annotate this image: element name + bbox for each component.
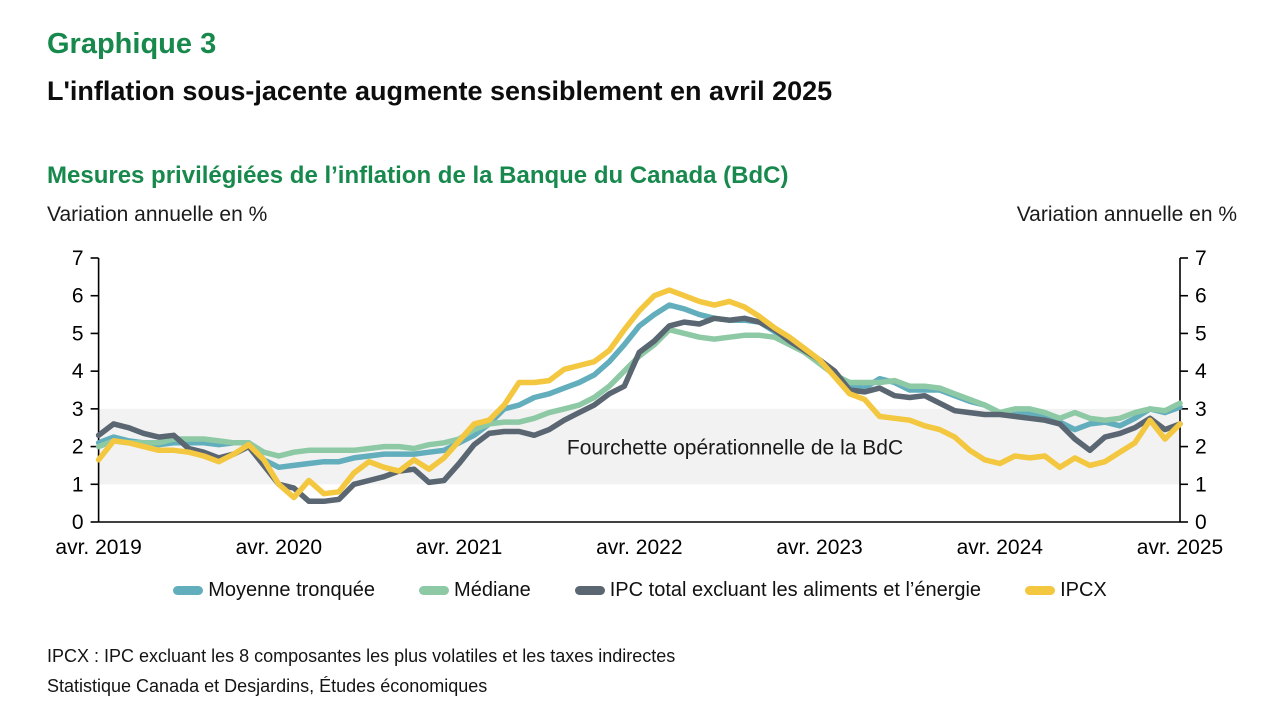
legend-label-mediane: Médiane (454, 579, 531, 601)
y-tick-label-left: 7 (72, 247, 84, 270)
series-line-3 (95, 287, 1183, 501)
x-tick-label: avr. 2019 (55, 536, 141, 559)
x-tick-label: avr. 2021 (416, 536, 502, 559)
x-tick-label: avr. 2022 (596, 536, 682, 559)
x-tick-label: avr. 2023 (776, 536, 862, 559)
line-chart: Fourchette opérationnelle de la BdC 0 0 1 1 2… (0, 240, 1280, 575)
operational-band (98, 408, 1181, 485)
x-tick-label: avr. 2024 (957, 536, 1044, 559)
right-axis-note: Variation annuelle en % (1016, 203, 1237, 226)
y-tick-label-right: 4 (1195, 360, 1207, 383)
y-tick-label-right: 6 (1195, 285, 1207, 308)
x-tick-label: avr. 2025 (1137, 536, 1223, 559)
y-tick-label-left: 6 (72, 285, 84, 308)
footnote-source: Statistique Canada et Desjardins, Études… (47, 676, 488, 696)
y-tick-label-left: 5 (72, 322, 84, 345)
legend-label-moyenne-tronquee: Moyenne tronquée (208, 579, 376, 601)
y-tick-label-right: 5 (1195, 322, 1207, 345)
y-tick-label-right: 1 (1195, 473, 1207, 496)
operational-band-label: Fourchette opérationnelle de la BdC (567, 437, 903, 460)
page-subtitle: L'inflation sous-jacente augmente sensib… (47, 76, 833, 106)
y-tick-label-left: 2 (72, 436, 84, 459)
page-title: Graphique 3 (47, 28, 217, 60)
y-tick-label-right: 2 (1195, 436, 1207, 459)
y-tick-label-left: 4 (72, 360, 84, 383)
legend-swatch-ipc-total (574, 586, 605, 595)
legend-item-mediane: Médiane (419, 579, 531, 602)
legend-swatch-ipcx (1025, 586, 1056, 595)
legend-label-ipc-total: IPC total excluant les aliments et l’éne… (609, 579, 982, 601)
legend-item-moyenne-tronquee: Moyenne tronquée (173, 579, 375, 602)
chart-canvas: Fourchette opérationnelle de la BdC 0 0 1 1 2… (55, 247, 1223, 559)
legend-item-ipc-total: IPC total excluant les aliments et l’éne… (574, 579, 982, 602)
legend-swatch-mediane (419, 586, 450, 595)
chart-legend: Moyenne tronquée Médiane IPC total exclu… (0, 579, 1280, 602)
y-tick-label-right: 7 (1195, 247, 1207, 270)
legend-item-ipcx: IPCX (1025, 579, 1107, 602)
y-tick-label-left: 0 (72, 511, 84, 534)
y-tick-label-right: 0 (1195, 511, 1207, 534)
x-tick-label: avr. 2020 (236, 536, 322, 559)
y-tick-label-left: 1 (72, 473, 84, 496)
footnote-definition: IPCX : IPC excluant les 8 composantes le… (47, 646, 676, 666)
left-axis-note: Variation annuelle en % (47, 203, 268, 226)
y-tick-label-right: 3 (1195, 398, 1207, 421)
y-tick-label-left: 3 (72, 398, 84, 421)
legend-label-ipcx: IPCX (1060, 579, 1107, 601)
chart-heading: Mesures privilégiées de l’inflation de l… (47, 162, 789, 189)
legend-swatch-moyenne-tronquee (173, 586, 204, 595)
